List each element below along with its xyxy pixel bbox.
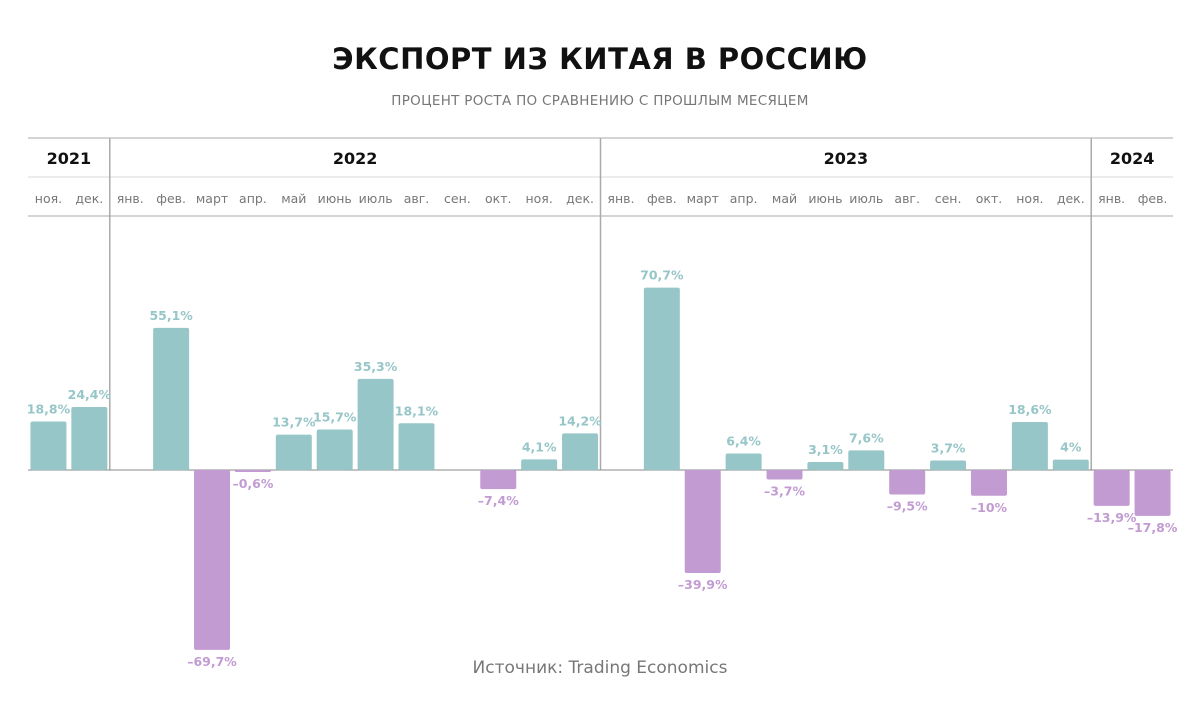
- month-label: сен.: [444, 191, 471, 206]
- year-label: 2022: [333, 149, 378, 168]
- bar: [480, 470, 517, 490]
- bar: [643, 287, 680, 470]
- chart-title: ЭКСПОРТ ИЗ КИТАЯ В РОССИЮ: [332, 42, 868, 76]
- bar: [807, 462, 844, 470]
- bar: [153, 327, 190, 470]
- value-label: –9,5%: [887, 499, 928, 514]
- month-label: ноя.: [35, 191, 62, 206]
- value-label: 18,8%: [27, 401, 71, 416]
- month-label: июнь: [808, 191, 842, 206]
- value-label: 14,2%: [558, 413, 602, 428]
- bar: [725, 453, 762, 470]
- month-label: май: [281, 191, 306, 206]
- month-label: ноя.: [525, 191, 552, 206]
- month-label: янв.: [1098, 191, 1125, 206]
- value-label: 18,6%: [1008, 402, 1052, 417]
- month-label: окт.: [976, 191, 1002, 206]
- month-label: янв.: [607, 191, 634, 206]
- month-label: фев.: [647, 191, 677, 206]
- bar: [194, 470, 231, 650]
- bar: [1093, 470, 1130, 506]
- month-label: авг.: [894, 191, 920, 206]
- bar: [848, 450, 885, 470]
- bar: [71, 407, 108, 470]
- year-label: 2023: [824, 149, 869, 168]
- month-label: июль: [849, 191, 883, 206]
- value-label: 13,7%: [272, 415, 316, 430]
- bar: [316, 429, 353, 470]
- value-label: –10%: [971, 500, 1008, 515]
- bar: [357, 378, 394, 470]
- value-label: 6,4%: [726, 433, 761, 448]
- month-label: сен.: [935, 191, 962, 206]
- month-label: авг.: [404, 191, 430, 206]
- month-label: окт.: [485, 191, 511, 206]
- month-label: апр.: [730, 191, 758, 206]
- bar: [30, 421, 67, 470]
- bar: [970, 470, 1007, 496]
- value-label: –3,7%: [764, 484, 805, 499]
- value-label: 18,1%: [395, 403, 439, 418]
- value-label: 4,1%: [522, 439, 557, 454]
- bar: [1134, 470, 1171, 516]
- month-label: фев.: [156, 191, 186, 206]
- month-label: фев.: [1138, 191, 1168, 206]
- bar: [275, 434, 312, 470]
- month-label: дек.: [566, 191, 594, 206]
- month-label: янв.: [117, 191, 144, 206]
- bar: [234, 470, 271, 472]
- chart-subtitle: ПРОЦЕНТ РОСТА ПО СРАВНЕНИЮ С ПРОШЛЫМ МЕС…: [391, 93, 809, 109]
- year-label: 2021: [47, 149, 92, 168]
- month-label: апр.: [239, 191, 267, 206]
- month-label: дек.: [75, 191, 103, 206]
- value-label: 4%: [1060, 440, 1082, 455]
- source-note: Источник: Trading Economics: [472, 658, 728, 678]
- value-label: 24,4%: [68, 387, 112, 402]
- month-label: июнь: [318, 191, 352, 206]
- value-label: –0,6%: [232, 476, 273, 491]
- bar: [889, 470, 926, 495]
- month-label: июль: [359, 191, 393, 206]
- value-label: 70,7%: [640, 268, 684, 283]
- value-label: 7,6%: [849, 430, 884, 445]
- bar: [1052, 459, 1089, 470]
- bar: [521, 459, 558, 470]
- value-label: 3,7%: [931, 440, 966, 455]
- bar: [562, 433, 599, 470]
- value-label: 3,1%: [808, 442, 843, 457]
- value-label: 55,1%: [149, 308, 193, 323]
- bar: [766, 470, 803, 480]
- bar: [930, 460, 967, 470]
- month-label: май: [772, 191, 797, 206]
- year-label: 2024: [1110, 149, 1155, 168]
- month-label: ноя.: [1016, 191, 1043, 206]
- value-label: –39,9%: [678, 577, 728, 592]
- month-label: дек.: [1057, 191, 1085, 206]
- month-label: март: [687, 191, 719, 206]
- value-label: –7,4%: [478, 493, 519, 508]
- value-label: –69,7%: [187, 654, 237, 669]
- value-label: 15,7%: [313, 409, 357, 424]
- value-label: –13,9%: [1087, 510, 1137, 525]
- bar: [684, 470, 721, 573]
- value-label: –17,8%: [1128, 520, 1178, 535]
- bar: [398, 423, 435, 470]
- month-label: март: [196, 191, 228, 206]
- value-label: 35,3%: [354, 359, 398, 374]
- bar: [1011, 422, 1048, 470]
